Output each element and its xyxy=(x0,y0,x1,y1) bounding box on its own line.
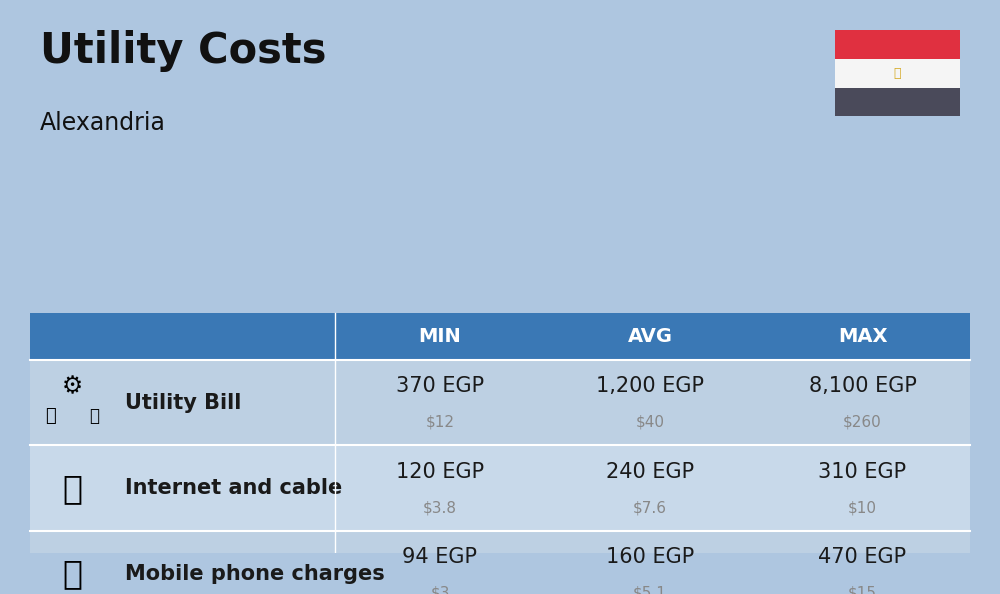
Text: 94 EGP: 94 EGP xyxy=(402,548,478,567)
Text: AVG: AVG xyxy=(628,327,672,346)
Text: 240 EGP: 240 EGP xyxy=(606,462,694,482)
Bar xyxy=(835,59,960,87)
Text: Alexandria: Alexandria xyxy=(40,110,166,135)
Bar xyxy=(835,87,960,116)
Text: Utility Bill: Utility Bill xyxy=(125,393,241,413)
Text: $260: $260 xyxy=(843,415,882,429)
Bar xyxy=(30,531,970,594)
Text: Mobile phone charges: Mobile phone charges xyxy=(125,564,385,584)
Text: Internet and cable: Internet and cable xyxy=(125,478,342,498)
Text: $40: $40 xyxy=(636,415,664,429)
Text: 🦅: 🦅 xyxy=(894,67,901,80)
Text: 📱: 📱 xyxy=(63,558,83,590)
Text: 120 EGP: 120 EGP xyxy=(396,462,484,482)
Text: 370 EGP: 370 EGP xyxy=(396,376,484,396)
Text: Utility Costs: Utility Costs xyxy=(40,30,326,72)
Text: 🖼: 🖼 xyxy=(90,407,100,425)
Text: $15: $15 xyxy=(848,586,877,594)
Text: 8,100 EGP: 8,100 EGP xyxy=(809,376,916,396)
Text: ⚙: ⚙ xyxy=(62,374,83,398)
Bar xyxy=(835,30,960,59)
Text: $5.1: $5.1 xyxy=(633,586,667,594)
Text: 🔌: 🔌 xyxy=(45,407,56,425)
Text: $3: $3 xyxy=(430,586,450,594)
Text: 470 EGP: 470 EGP xyxy=(818,548,907,567)
Bar xyxy=(30,360,970,446)
Text: $12: $12 xyxy=(426,415,454,429)
Bar xyxy=(30,446,970,531)
Text: $3.8: $3.8 xyxy=(423,500,457,515)
Text: 310 EGP: 310 EGP xyxy=(818,462,907,482)
Text: 1,200 EGP: 1,200 EGP xyxy=(596,376,704,396)
Text: MAX: MAX xyxy=(838,327,887,346)
Text: $7.6: $7.6 xyxy=(633,500,667,515)
Text: 🖨: 🖨 xyxy=(63,472,83,505)
Text: 160 EGP: 160 EGP xyxy=(606,548,694,567)
Text: MIN: MIN xyxy=(419,327,461,346)
Text: $10: $10 xyxy=(848,500,877,515)
Bar xyxy=(30,312,970,360)
